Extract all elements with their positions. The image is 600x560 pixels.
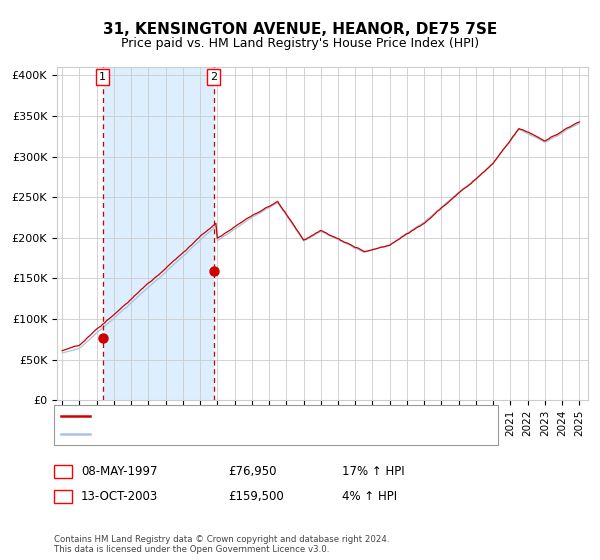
Text: 4% ↑ HPI: 4% ↑ HPI <box>342 490 397 503</box>
Text: HPI: Average price, detached house, Amber Valley: HPI: Average price, detached house, Ambe… <box>96 430 371 439</box>
Text: 31, KENSINGTON AVENUE, HEANOR, DE75 7SE: 31, KENSINGTON AVENUE, HEANOR, DE75 7SE <box>103 22 497 38</box>
Text: £76,950: £76,950 <box>228 465 277 478</box>
Text: 1: 1 <box>59 465 67 478</box>
Text: Price paid vs. HM Land Registry's House Price Index (HPI): Price paid vs. HM Land Registry's House … <box>121 37 479 50</box>
Text: 31, KENSINGTON AVENUE, HEANOR, DE75 7SE (detached house): 31, KENSINGTON AVENUE, HEANOR, DE75 7SE … <box>96 411 451 421</box>
Text: 2: 2 <box>59 490 67 503</box>
Text: 13-OCT-2003: 13-OCT-2003 <box>81 490 158 503</box>
Text: 17% ↑ HPI: 17% ↑ HPI <box>342 465 404 478</box>
Text: 2: 2 <box>210 72 217 82</box>
Text: Contains HM Land Registry data © Crown copyright and database right 2024.
This d: Contains HM Land Registry data © Crown c… <box>54 535 389 554</box>
Text: £159,500: £159,500 <box>228 490 284 503</box>
Text: 08-MAY-1997: 08-MAY-1997 <box>81 465 157 478</box>
Text: 1: 1 <box>99 72 106 82</box>
